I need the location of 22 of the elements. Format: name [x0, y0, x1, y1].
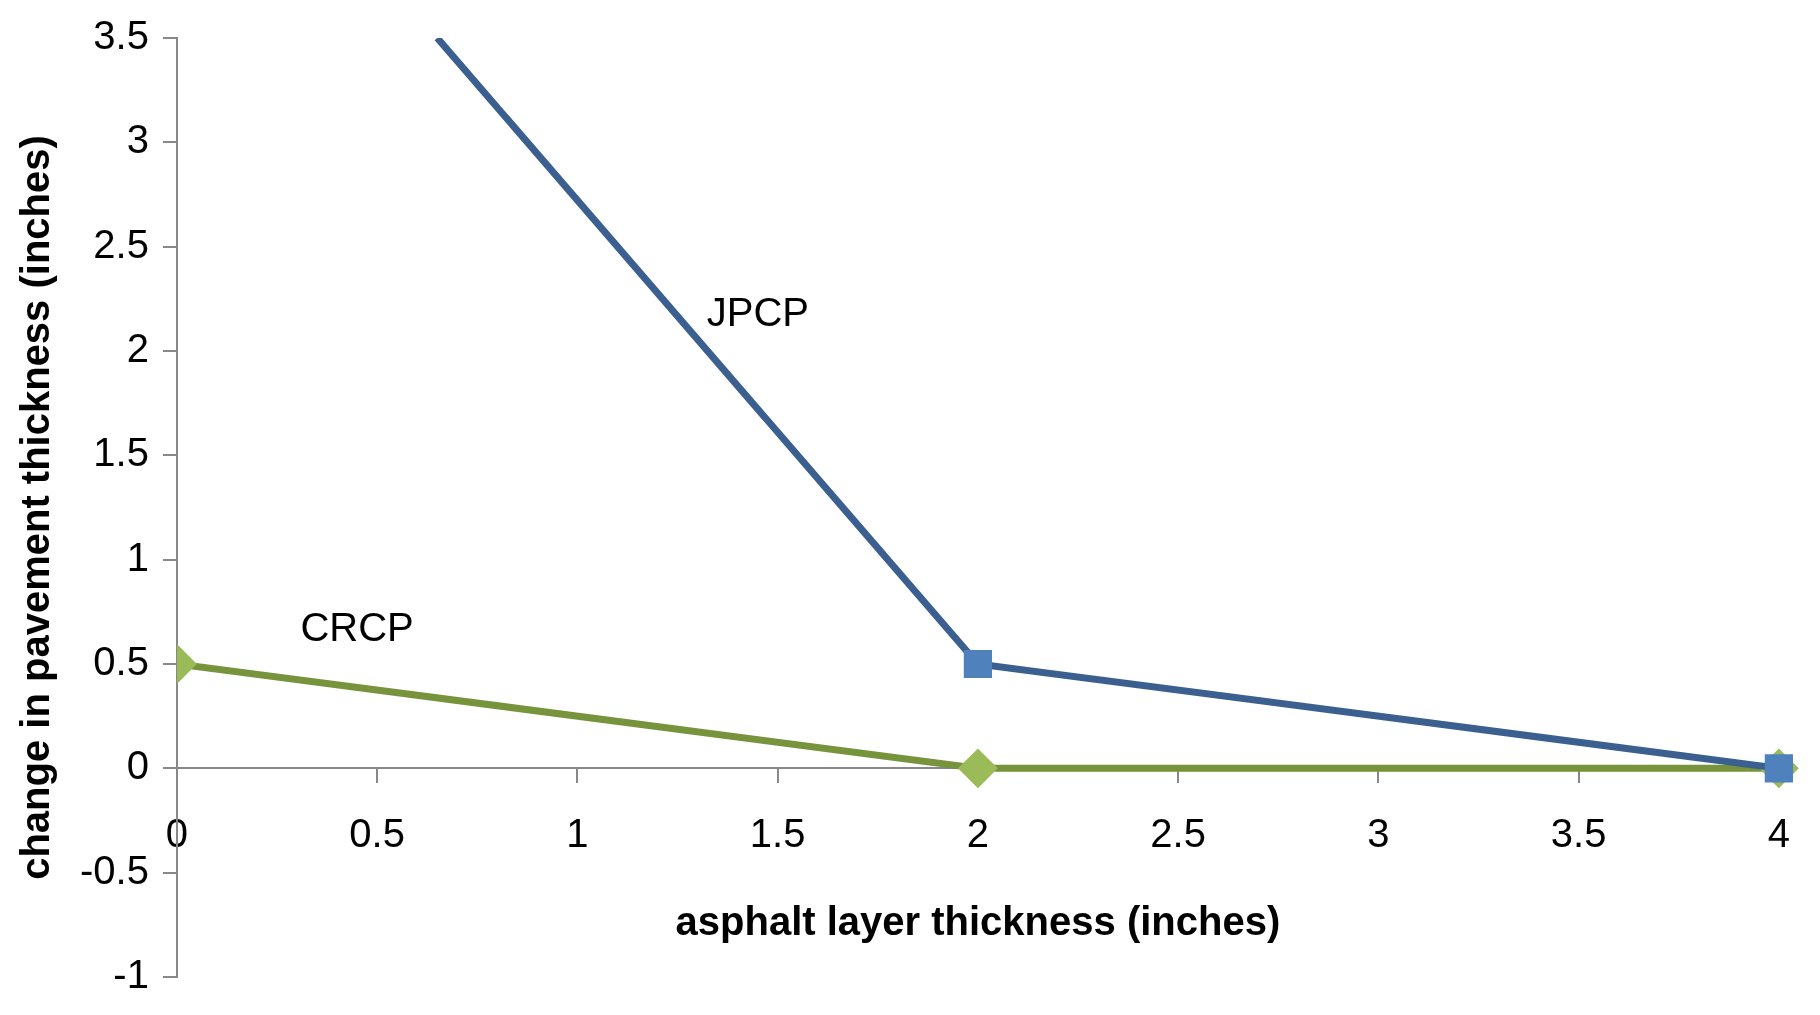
y-tick-label: 0	[126, 743, 149, 788]
y-tick-label: 0.5	[93, 639, 149, 684]
series-label: JPCP	[706, 289, 809, 334]
x-tick-label: 4	[1767, 811, 1790, 856]
y-tick-label: 2.5	[93, 221, 149, 266]
x-tick-label: 1.5	[749, 811, 806, 856]
x-tick-label: 2	[966, 811, 990, 856]
y-axis-title: change in pavement thickness (inches)	[13, 135, 58, 880]
y-tick-label: 1.5	[93, 430, 149, 475]
y-tick-label: 3	[126, 117, 149, 162]
y-tick-label: 3.5	[93, 13, 149, 58]
x-axis-title: asphalt layer thickness (inches)	[675, 899, 1281, 944]
y-tick-label: 1	[126, 534, 149, 579]
y-tick-label: 2	[126, 326, 149, 371]
x-tick-label: 3	[1367, 811, 1390, 856]
series-label: CRCP	[300, 605, 414, 650]
x-tick-label: 1	[566, 811, 589, 856]
x-tick-label: 0.5	[349, 811, 405, 856]
x-tick-label: 2.5	[1150, 811, 1206, 856]
y-tick-label: -0.5	[79, 847, 149, 892]
x-tick-label: 3.5	[1550, 811, 1607, 856]
y-tick-label: -1	[113, 952, 149, 997]
